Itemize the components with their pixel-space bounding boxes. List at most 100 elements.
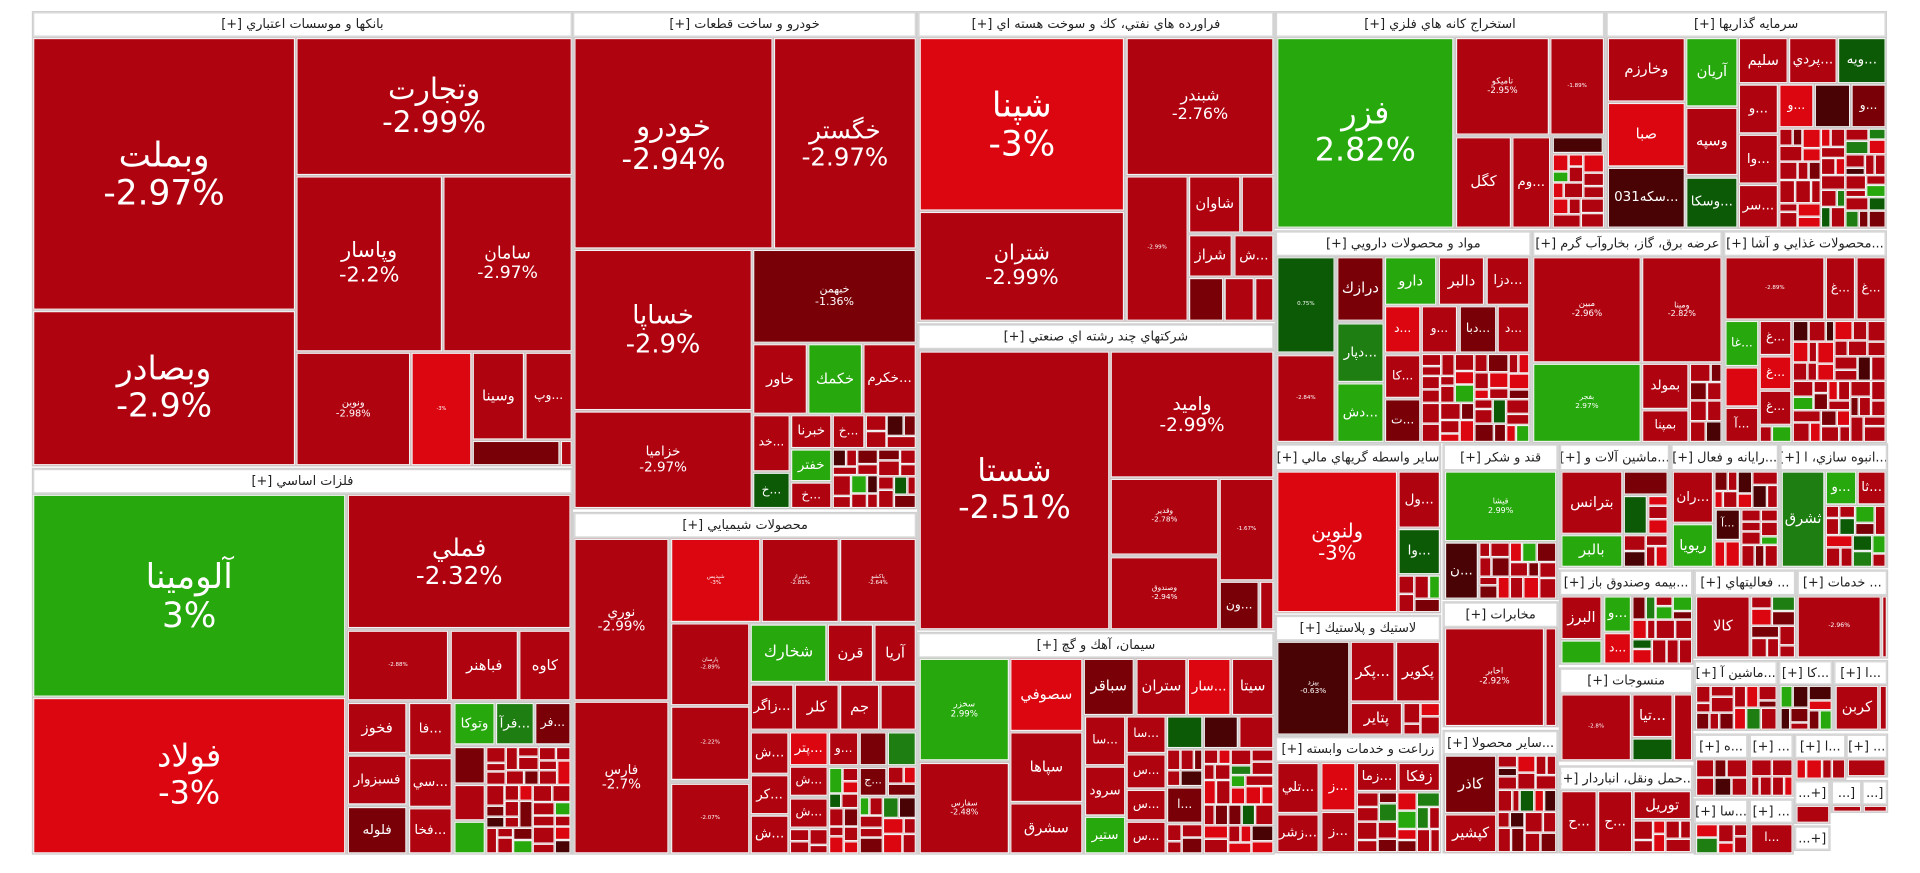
stock-tile[interactable]	[880, 684, 916, 730]
stock-tile[interactable]	[1203, 764, 1215, 781]
stock-tile[interactable]	[1874, 154, 1886, 176]
stock-tile[interactable]	[1835, 157, 1846, 176]
stock-tile[interactable]: ...غ	[1825, 257, 1856, 320]
stock-tile[interactable]	[486, 827, 498, 854]
stock-tile[interactable]	[828, 808, 844, 827]
stock-tile[interactable]: ...وپ	[525, 352, 572, 440]
stock-tile[interactable]: شتران -2.99%	[919, 211, 1125, 321]
stock-tile[interactable]: ...و	[1779, 84, 1814, 128]
stock-tile[interactable]	[1834, 340, 1848, 357]
stock-tile[interactable]: ...س	[1126, 754, 1166, 789]
stock-tile[interactable]	[1653, 820, 1666, 834]
stock-tile[interactable]	[1871, 380, 1886, 401]
stock-tile[interactable]: آلومينا 3%	[33, 494, 346, 697]
stock-tile[interactable]	[1820, 410, 1837, 427]
stock-tile[interactable]	[1492, 399, 1507, 424]
stock-tile[interactable]	[887, 766, 904, 784]
stock-tile[interactable]	[1714, 759, 1727, 778]
stock-tile[interactable]	[1760, 521, 1778, 537]
stock-tile[interactable]	[1779, 203, 1798, 212]
stock-tile[interactable]: سصوفي	[1010, 658, 1083, 732]
stock-tile[interactable]: تاميكو -2.95%	[1455, 37, 1549, 135]
stock-tile[interactable]	[1820, 157, 1836, 176]
stock-tile[interactable]: وخارزم	[1607, 37, 1685, 102]
stock-tile[interactable]	[859, 732, 887, 766]
stock-tile[interactable]: كربن	[1835, 685, 1879, 730]
sector-header[interactable]: ...ا [+]	[1795, 734, 1846, 758]
stock-tile[interactable]: ...پتر	[789, 732, 828, 766]
stock-tile[interactable]	[1792, 422, 1810, 443]
stock-tile[interactable]	[1260, 581, 1274, 630]
stock-tile[interactable]: فارس -2.7%	[574, 701, 669, 854]
stock-tile[interactable]	[538, 760, 558, 771]
stock-tile[interactable]	[1261, 786, 1274, 805]
stock-tile[interactable]	[1867, 320, 1886, 342]
stock-tile[interactable]	[1509, 576, 1524, 599]
stock-tile[interactable]: خاور	[753, 344, 807, 414]
stock-tile[interactable]	[1850, 380, 1872, 397]
stock-tile[interactable]	[1845, 175, 1867, 190]
stock-tile[interactable]	[1695, 837, 1718, 854]
stock-tile[interactable]	[1737, 493, 1753, 509]
stock-tile[interactable]	[1727, 471, 1738, 492]
stock-tile[interactable]	[1779, 625, 1796, 646]
stock-tile[interactable]	[900, 449, 916, 465]
stock-tile[interactable]	[1552, 171, 1569, 183]
stock-tile[interactable]	[1655, 596, 1673, 607]
stock-tile[interactable]	[1751, 596, 1772, 609]
stock-tile[interactable]	[1850, 396, 1859, 417]
stock-tile[interactable]	[552, 784, 571, 803]
stock-tile[interactable]: درازك	[1337, 257, 1384, 321]
stock-tile[interactable]	[1771, 759, 1793, 777]
stock-tile[interactable]	[1552, 137, 1603, 154]
stock-tile[interactable]	[1825, 320, 1835, 342]
stock-tile[interactable]: ...كا	[1384, 355, 1421, 398]
stock-tile[interactable]: -2.84%	[1277, 355, 1335, 443]
stock-tile[interactable]	[554, 826, 571, 841]
stock-tile[interactable]	[1493, 423, 1507, 443]
stock-tile[interactable]: كالا	[1695, 596, 1750, 658]
stock-tile[interactable]	[1737, 471, 1753, 494]
stock-tile[interactable]	[1834, 320, 1853, 341]
stock-tile[interactable]	[1241, 176, 1274, 233]
stock-tile[interactable]	[1403, 723, 1421, 735]
stock-tile[interactable]: ...فا	[408, 702, 452, 756]
stock-tile[interactable]	[1834, 356, 1858, 370]
stock-tile[interactable]	[1535, 755, 1547, 776]
stock-tile[interactable]	[1726, 759, 1748, 778]
stock-tile[interactable]	[1863, 426, 1886, 443]
stock-tile[interactable]: وتجارت -2.99%	[296, 37, 572, 176]
stock-tile[interactable]	[869, 797, 883, 816]
sector-header[interactable]: [+...	[1795, 826, 1830, 850]
stock-tile[interactable]: سيتا	[1231, 658, 1274, 716]
stock-tile[interactable]	[1497, 827, 1512, 853]
stock-tile[interactable]	[1845, 189, 1867, 198]
sector-header[interactable]: ... فعاليتهاي [+]	[1694, 570, 1796, 596]
stock-tile[interactable]	[832, 449, 847, 467]
stock-tile[interactable]	[1421, 423, 1441, 443]
stock-tile[interactable]	[1741, 509, 1761, 522]
stock-tile[interactable]	[1672, 596, 1693, 612]
stock-tile[interactable]	[877, 476, 894, 490]
stock-tile[interactable]: ريويا	[1672, 524, 1714, 567]
stock-tile[interactable]	[1689, 363, 1711, 383]
stock-tile[interactable]	[1666, 639, 1679, 664]
stock-tile[interactable]	[1420, 716, 1441, 735]
stock-tile[interactable]	[1771, 776, 1785, 796]
stock-tile[interactable]: شخارك	[750, 624, 827, 683]
stock-tile[interactable]	[1645, 596, 1656, 620]
stock-tile[interactable]	[1689, 400, 1707, 422]
stock-tile[interactable]	[1440, 433, 1460, 443]
stock-tile[interactable]	[1228, 825, 1241, 843]
stock-tile[interactable]	[1820, 206, 1831, 228]
stock-tile[interactable]: وبملت -2.97%	[33, 37, 296, 310]
stock-tile[interactable]: آريان	[1686, 37, 1738, 107]
stock-tile[interactable]: وتوكا	[454, 702, 495, 745]
stock-tile[interactable]	[1825, 547, 1841, 567]
stock-tile[interactable]	[1645, 535, 1668, 547]
stock-tile[interactable]	[1855, 522, 1875, 536]
stock-tile[interactable]	[1214, 764, 1231, 781]
stock-tile[interactable]	[886, 435, 916, 449]
stock-tile[interactable]	[1771, 596, 1796, 612]
stock-tile[interactable]	[1808, 161, 1821, 181]
